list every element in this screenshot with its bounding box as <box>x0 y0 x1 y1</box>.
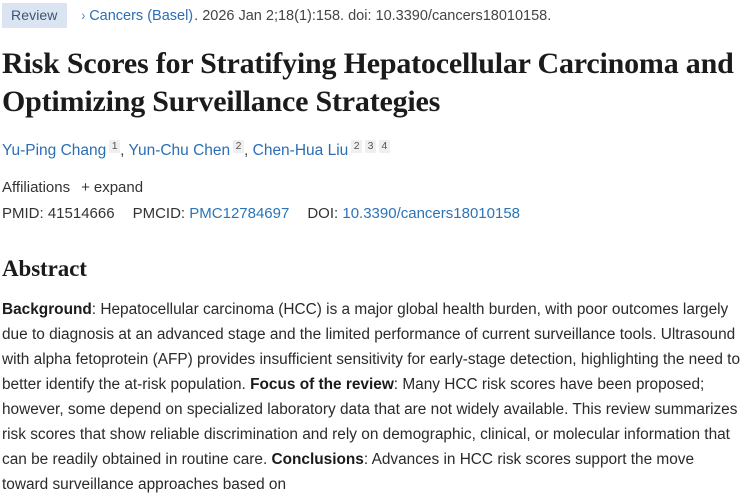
page-title: Risk Scores for Stratifying Hepatocellul… <box>2 47 734 119</box>
pmcid-item: PMCID: PMC12784697 <box>133 205 290 222</box>
identifiers-row: PMID: 41514666 PMCID: PMC12784697 DOI: 10.… <box>2 205 742 222</box>
abstract-body: Background: Hepatocellular carcinoma (HC… <box>2 298 742 498</box>
author-item: Yun-Chu Chen 2, <box>128 140 249 160</box>
expand-affiliations-button[interactable]: + expand <box>81 179 143 196</box>
abstract-section-text: : Many HCC risk scores have been propose… <box>2 375 738 468</box>
abstract-heading: Abstract <box>2 256 87 282</box>
author-affiliation-ref[interactable]: 2 <box>233 140 244 154</box>
abstract-section-text: : Hepatocellular carcinoma (HCC) is a ma… <box>2 301 741 393</box>
doi-link[interactable]: 10.3390/cancers18010158 <box>342 205 521 223</box>
plus-icon: + <box>81 179 90 197</box>
doi-item: DOI: 10.3390/cancers18010158 <box>307 205 520 222</box>
pmcid-link[interactable]: PMC12784697 <box>189 205 290 223</box>
abstract-section-label: Focus of the review <box>250 375 394 393</box>
author-list: Yu-Ping Chang 1, Yun-Chu Chen 2, Chen-Hua … <box>2 140 742 162</box>
author-affiliation-ref[interactable]: 3 <box>365 140 376 154</box>
pmid-value: 41514666 <box>47 205 115 223</box>
affiliations-label: Affiliations <box>2 179 71 197</box>
pmid-label: PMID: <box>2 205 44 223</box>
pmid-item: PMID: 41514666 <box>2 205 115 222</box>
author-separator: , <box>120 142 125 160</box>
author-separator: , <box>244 142 249 160</box>
citation-details: . 2026 Jan 2;18(1):158. doi: 10.3390/can… <box>194 8 552 24</box>
author-item: Yu-Ping Chang 1, <box>2 140 125 160</box>
chevron-right-icon: › <box>80 7 85 23</box>
abstract-section-label: Conclusions <box>271 450 364 468</box>
author-link[interactable]: Yun-Chu Chen <box>128 142 231 160</box>
author-affiliation-ref[interactable]: 1 <box>109 140 121 154</box>
citation-line: Review › Cancers (Basel) . 2026 Jan 2;18… <box>2 0 742 28</box>
journal-link[interactable]: Cancers (Basel) <box>89 8 194 24</box>
doi-label: DOI: <box>307 205 339 223</box>
expand-label: expand <box>93 179 144 197</box>
author-link[interactable]: Chen-Hua Liu <box>252 142 349 160</box>
abstract-section-label: Background <box>2 301 92 319</box>
publication-type-badge: Review <box>2 3 67 28</box>
abstract-paragraph: Background: Hepatocellular carcinoma (HC… <box>2 298 742 498</box>
author-affiliation-ref[interactable]: 4 <box>378 140 390 154</box>
abstract-section-text: : Advances in HCC risk scores support th… <box>2 450 695 493</box>
pmcid-label: PMCID: <box>132 205 186 223</box>
author-item: Chen-Hua Liu 2 3 4 <box>252 140 390 160</box>
author-link[interactable]: Yu-Ping Chang <box>2 142 107 160</box>
author-affiliation-ref[interactable]: 2 <box>351 140 363 154</box>
affiliations-row: Affiliations + expand <box>2 179 742 196</box>
